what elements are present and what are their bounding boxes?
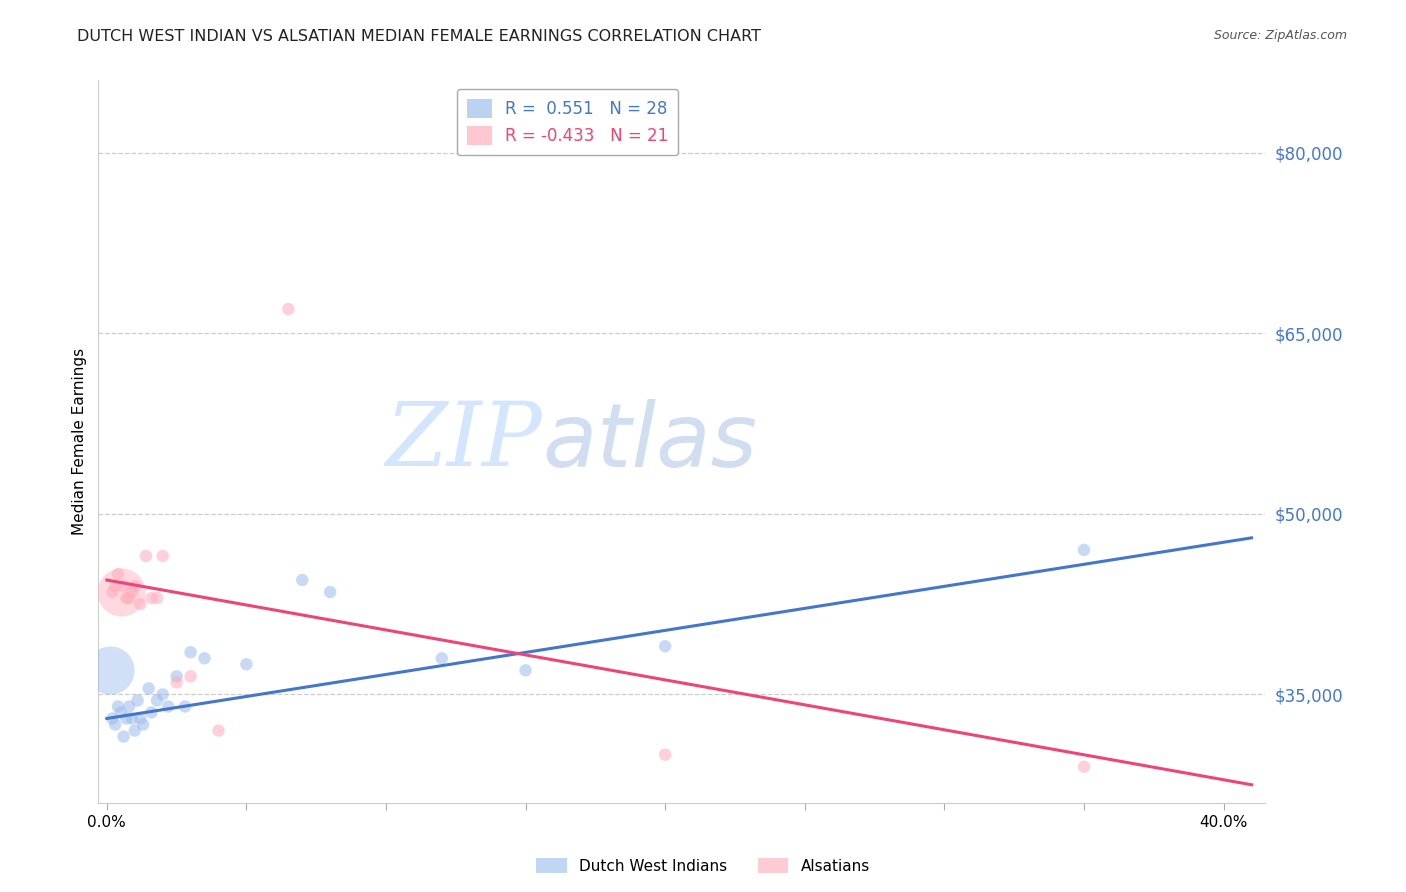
Point bbox=[129, 597, 152, 611]
Point bbox=[654, 639, 676, 653]
Point bbox=[107, 699, 129, 714]
Point bbox=[1073, 759, 1095, 773]
Text: ZIP: ZIP bbox=[385, 398, 541, 485]
Point bbox=[115, 712, 138, 726]
Point bbox=[112, 730, 135, 744]
Point bbox=[104, 579, 127, 593]
Point bbox=[207, 723, 229, 738]
Point bbox=[141, 591, 163, 605]
Point bbox=[104, 717, 127, 731]
Text: Source: ZipAtlas.com: Source: ZipAtlas.com bbox=[1213, 29, 1347, 42]
Point bbox=[118, 699, 141, 714]
Point bbox=[129, 712, 152, 726]
Legend: R =  0.551   N = 28, R = -0.433   N = 21: R = 0.551 N = 28, R = -0.433 N = 21 bbox=[457, 88, 679, 155]
Point bbox=[98, 664, 121, 678]
Point bbox=[193, 651, 215, 665]
Point bbox=[110, 706, 132, 720]
Point bbox=[121, 585, 143, 599]
Text: DUTCH WEST INDIAN VS ALSATIAN MEDIAN FEMALE EARNINGS CORRELATION CHART: DUTCH WEST INDIAN VS ALSATIAN MEDIAN FEM… bbox=[77, 29, 761, 44]
Point bbox=[141, 706, 163, 720]
Point bbox=[124, 723, 146, 738]
Point bbox=[146, 591, 169, 605]
Point bbox=[515, 664, 537, 678]
Point bbox=[1073, 542, 1095, 557]
Point bbox=[146, 693, 169, 707]
Point bbox=[112, 579, 135, 593]
Point bbox=[277, 301, 299, 316]
Point bbox=[138, 681, 160, 696]
Point bbox=[157, 699, 180, 714]
Point bbox=[121, 712, 143, 726]
Point bbox=[235, 657, 257, 672]
Point bbox=[180, 645, 202, 659]
Point bbox=[127, 693, 149, 707]
Point bbox=[180, 669, 202, 683]
Point bbox=[152, 549, 174, 563]
Point bbox=[319, 585, 342, 599]
Point bbox=[124, 579, 146, 593]
Point bbox=[174, 699, 197, 714]
Point bbox=[152, 687, 174, 701]
Y-axis label: Median Female Earnings: Median Female Earnings bbox=[72, 348, 87, 535]
Point bbox=[166, 675, 188, 690]
Point bbox=[101, 585, 124, 599]
Point bbox=[110, 585, 132, 599]
Point bbox=[118, 591, 141, 605]
Point bbox=[132, 717, 155, 731]
Point bbox=[107, 567, 129, 582]
Legend: Dutch West Indians, Alsatians: Dutch West Indians, Alsatians bbox=[530, 852, 876, 880]
Point bbox=[430, 651, 453, 665]
Point bbox=[101, 712, 124, 726]
Point bbox=[135, 549, 157, 563]
Text: atlas: atlas bbox=[541, 399, 756, 484]
Point bbox=[115, 591, 138, 605]
Point bbox=[291, 573, 314, 587]
Point bbox=[654, 747, 676, 762]
Point bbox=[166, 669, 188, 683]
